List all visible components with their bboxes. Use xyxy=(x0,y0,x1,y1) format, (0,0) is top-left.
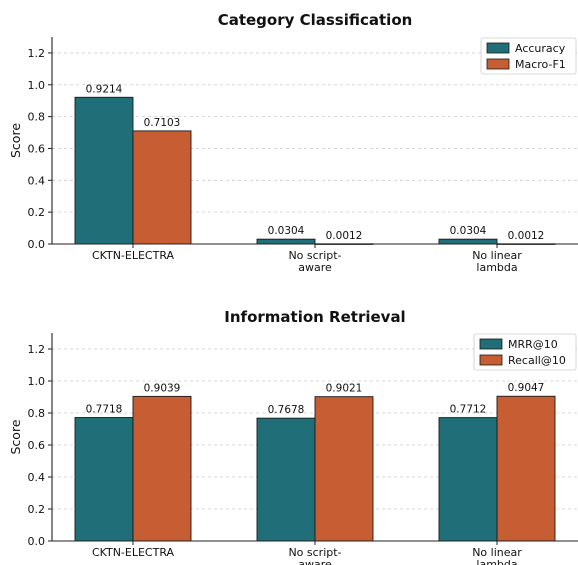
x-tick-label: No linear xyxy=(472,249,522,262)
bar-mrr-10 xyxy=(256,417,316,542)
legend: MRR@10 Recall@10 xyxy=(473,333,577,371)
data-label: 0.0012 xyxy=(508,230,545,242)
x-tick-label: No script- xyxy=(288,546,341,559)
y-tick-label: 0.4 xyxy=(28,471,46,484)
bar-accuracy xyxy=(74,96,134,245)
y-tick-label: 0.0 xyxy=(28,535,46,548)
x-tick-label: No script- xyxy=(288,249,341,262)
y-tick-label: 0.6 xyxy=(28,439,46,452)
data-label: 0.7678 xyxy=(268,404,305,416)
y-tick-label: 0.4 xyxy=(28,174,46,187)
x-tick-label: aware xyxy=(298,261,332,274)
y-tick-label: 0.8 xyxy=(28,407,46,420)
data-label: 0.7712 xyxy=(450,404,487,416)
legend-label: Recall@10 xyxy=(508,354,566,367)
bar-mrr-10 xyxy=(438,417,498,542)
legend: Accuracy Macro-F1 xyxy=(480,37,577,75)
x-tick-label: CKTN-ELECTRA xyxy=(92,546,175,559)
bar-recall-10 xyxy=(132,395,192,542)
bar-macro-f1 xyxy=(132,130,192,245)
y-tick-label: 0.2 xyxy=(28,503,46,516)
y-tick-label: 1.0 xyxy=(28,375,46,388)
x-tick-label: CKTN-ELECTRA xyxy=(92,249,175,262)
legend-swatch xyxy=(479,354,503,366)
bar-recall-10 xyxy=(496,395,556,542)
data-label: 0.0304 xyxy=(268,225,305,237)
legend-swatch xyxy=(486,42,510,54)
data-label: 0.9039 xyxy=(144,382,181,394)
chart-title: Category Classification xyxy=(218,11,413,29)
data-label: 0.0012 xyxy=(326,230,363,242)
bar-accuracy xyxy=(438,238,498,245)
y-tick-label: 0.2 xyxy=(28,206,46,219)
legend-swatch xyxy=(486,58,510,70)
x-tick-label: No linear xyxy=(472,546,522,559)
x-tick-label: aware xyxy=(298,558,332,565)
y-axis-label: Score xyxy=(8,419,23,454)
y-axis-label: Score xyxy=(8,123,23,158)
data-label: 0.0304 xyxy=(450,225,487,237)
legend-label: Macro-F1 xyxy=(515,58,566,71)
chart-panel-1: Category Classification 0.0 0.2 0.4 0.6 0.8 1.… xyxy=(8,11,578,274)
legend-label: Accuracy xyxy=(515,42,566,55)
chart-panel-2: Information Retrieval 0.0 0.2 0.4 0.6 0.8 1.0 1… xyxy=(8,308,578,565)
data-label: 0.9047 xyxy=(508,382,545,394)
bar-accuracy xyxy=(256,238,316,245)
legend-label: MRR@10 xyxy=(508,338,558,351)
data-label: 0.7718 xyxy=(86,404,123,416)
chart-title: Information Retrieval xyxy=(224,308,405,326)
x-tick-label: lambda xyxy=(476,261,517,274)
data-label: 0.7103 xyxy=(144,117,181,129)
y-tick-label: 1.2 xyxy=(28,47,46,60)
y-tick-label: 0.8 xyxy=(28,111,46,124)
bar-mrr-10 xyxy=(74,417,134,542)
legend-swatch xyxy=(479,338,503,350)
y-tick-label: 1.2 xyxy=(28,343,46,356)
x-tick-label: lambda xyxy=(476,558,517,565)
data-label: 0.9214 xyxy=(86,83,123,95)
y-tick-label: 0.0 xyxy=(28,238,46,251)
y-tick-label: 1.0 xyxy=(28,79,46,92)
y-tick-label: 0.6 xyxy=(28,142,46,155)
bar-recall-10 xyxy=(314,396,374,542)
data-label: 0.9021 xyxy=(326,383,363,395)
